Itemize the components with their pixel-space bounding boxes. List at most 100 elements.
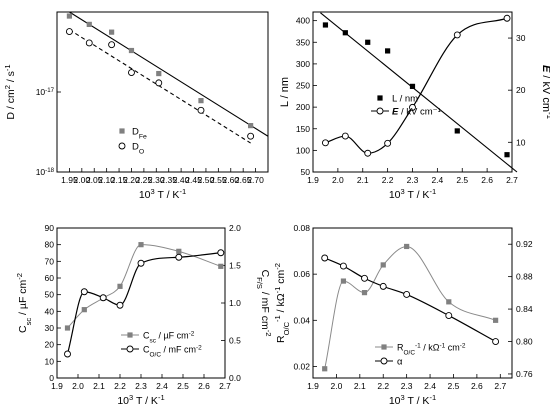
data-point [80, 288, 88, 296]
y2-axis-label-part: -2 [265, 330, 274, 337]
y-tick-label: 30 [45, 323, 55, 333]
data-point [380, 262, 386, 268]
data-point [379, 282, 387, 290]
legend-label-part: sc [150, 337, 157, 344]
data-point [108, 41, 116, 49]
x-tick-label: 2.45 [185, 175, 202, 185]
legend-label-part: -2 [196, 344, 202, 351]
data-point [65, 28, 73, 35]
x-tick-label: 1.9 [307, 175, 319, 185]
x-tick-label: 2.30 [148, 175, 165, 185]
y2-tick-label: 1.5 [229, 261, 241, 271]
y-axis-label: Csc / µF cm-2 [15, 273, 33, 333]
data-point [361, 274, 368, 282]
y-axis-label: RO/C-1 / kΩ-1 cm-2 [273, 263, 291, 343]
data-point [504, 152, 510, 158]
legend-label-part: O [139, 148, 144, 155]
x-tick-label: 2.10 [98, 175, 115, 185]
y2-tick-label: 0.76 [516, 369, 533, 379]
fit-line [69, 11, 269, 137]
x-tick-label: 2.00 [74, 175, 91, 185]
y2-tick-label: 0.84 [516, 304, 533, 314]
plot-frame [312, 11, 513, 173]
y-tick-label: 0.08 [293, 223, 310, 233]
x-tick-label: 2.1 [357, 175, 369, 185]
data-point [64, 325, 71, 331]
y-axis-label-part: O/C [282, 321, 291, 335]
data-point [365, 39, 371, 45]
x-axis-label: 103 T / K-1 [389, 393, 436, 408]
x-axis-label-part: 10 [117, 395, 129, 407]
data-point [109, 29, 115, 35]
data-point [86, 21, 92, 27]
data-point [445, 312, 453, 320]
x-axis-label-part: 10 [389, 189, 401, 201]
y-tick-label: 0.02 [293, 361, 310, 371]
legend-label: RO/C-1 / kΩ-1 cm-2 [397, 342, 466, 356]
y2-tick-label: 0.88 [516, 272, 533, 282]
data-point [198, 98, 204, 104]
legend-label-part: cm [445, 343, 460, 353]
x-tick-label: 2.25 [136, 175, 153, 185]
legend-label-part: D [132, 142, 139, 153]
x-tick-label: 2.2 [382, 175, 394, 185]
x-axis-label-part: -1 [429, 187, 436, 196]
data-point [322, 366, 328, 372]
x-axis-label-part: -1 [429, 393, 436, 402]
y-tick-label: 400 [296, 16, 310, 26]
y-axis-label-part: R [275, 335, 287, 343]
legend-label-part: -1 [440, 342, 446, 349]
x-tick-label: 2.0 [332, 175, 344, 185]
data-point [217, 249, 225, 257]
legend-label-part: / mF cm [161, 345, 196, 355]
x-tick-label: 2.4 [431, 175, 443, 185]
y-tick-label: 10-17 [36, 87, 55, 98]
x-tick-label: 2.05 [86, 175, 103, 185]
legend-label: E / kV cm⁻¹ [392, 107, 441, 118]
y-axis-label-part: D / cm [5, 89, 17, 120]
data-point [248, 123, 254, 129]
y-axis-label-part: -2 [273, 263, 282, 270]
data-point [492, 338, 500, 345]
x-tick-label: 2.1 [354, 381, 366, 391]
data-point [342, 30, 348, 36]
data-point [409, 83, 416, 89]
y-tick-label: 350 [296, 37, 310, 47]
x-tick-label: 2.20 [123, 175, 140, 185]
legend-marker [127, 332, 133, 338]
x-tick-label: 2.5 [177, 381, 189, 391]
y-axis-label-part: -2 [15, 273, 24, 280]
x-tick-label: 2.4 [424, 381, 436, 391]
legend-label-part: / kV cm⁻¹ [398, 107, 441, 118]
x-axis-label-part: T / K [405, 189, 430, 201]
legend-marker [376, 107, 384, 115]
data-point [175, 253, 183, 261]
y-tick-label: 40 [45, 306, 55, 316]
legend-marker [118, 142, 126, 150]
series-line [67, 244, 221, 329]
data-point [247, 132, 255, 140]
data-point [322, 22, 329, 28]
x-tick-label: 1.9 [51, 381, 63, 391]
y-tick-label-part: -17 [45, 87, 54, 94]
x-tick-label: 1.9 [307, 381, 319, 391]
chart-B: 1.9 2.0 2.1 2.2 2.3 2.4 2.5 2.6 2.7 50 100 150 200 25… [296, 11, 526, 201]
data-point [81, 307, 87, 313]
x-tick-label: 2.0 [72, 381, 84, 391]
y2-axis-label: E / kV cm-1 [540, 65, 550, 120]
data-point [117, 283, 123, 289]
chart-A: 1.952.002.052.102.152.202.252.302.352.40… [36, 11, 269, 201]
data-point [155, 79, 163, 87]
y-tick-label: 20 [45, 340, 55, 350]
y2-tick-label: 1.0 [229, 298, 241, 308]
data-point [128, 69, 135, 77]
y2-axis-label-part: C [259, 270, 271, 278]
y-axis-label-part: sc [24, 318, 33, 326]
y-tick-label: 50 [301, 167, 311, 177]
data-point [321, 139, 329, 147]
data-point [446, 299, 452, 305]
legend-marker [126, 345, 134, 353]
data-point [403, 291, 411, 298]
plot-frame [56, 11, 269, 173]
